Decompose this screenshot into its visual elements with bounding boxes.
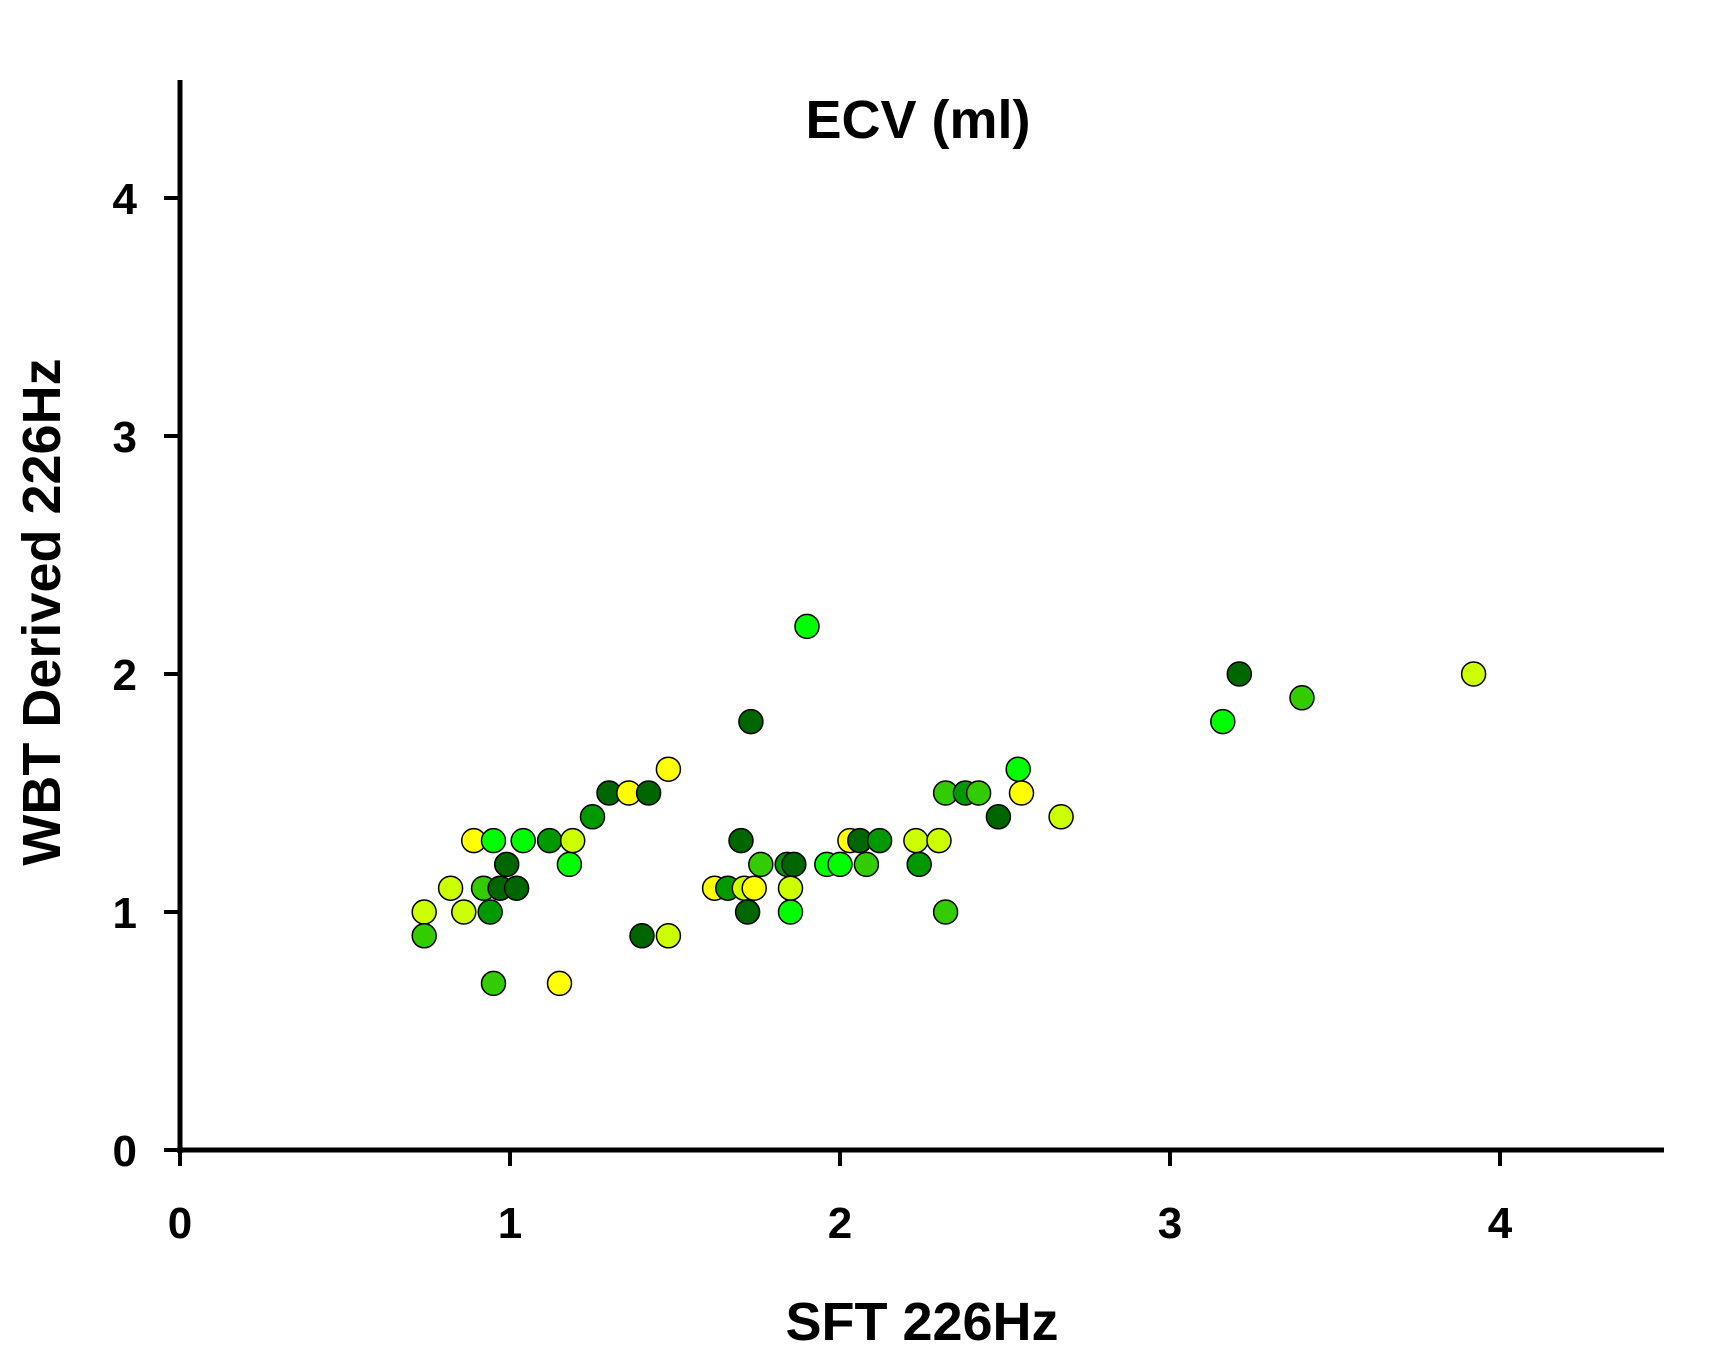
data-point [559, 827, 586, 854]
data-point [556, 851, 583, 878]
data-point [965, 780, 992, 806]
x-tick-label: 2 [828, 1199, 852, 1248]
data-point [1005, 756, 1031, 782]
data-point [738, 708, 764, 735]
data-point [480, 970, 507, 997]
data-point [1048, 804, 1074, 830]
data-point [777, 875, 804, 901]
data-point [493, 851, 520, 878]
data-point [1289, 685, 1315, 711]
data-point [503, 875, 530, 901]
data-point [510, 827, 536, 854]
data-point [985, 804, 1012, 830]
data-point [781, 851, 807, 878]
data-point [926, 827, 952, 854]
data-point [906, 851, 932, 878]
y-tick-label: 4 [113, 175, 138, 224]
data-point [741, 875, 767, 901]
y-tick-label: 0 [113, 1127, 137, 1176]
data-point [579, 804, 606, 830]
data-point [777, 899, 804, 925]
data-point [1008, 780, 1035, 806]
data-point [437, 875, 464, 901]
x-tick-label: 0 [168, 1199, 192, 1248]
data-point [655, 923, 682, 949]
ticks-layer: 0 1 2 3 4 0 1 2 3 4 [113, 175, 1513, 1248]
data-point [932, 899, 959, 925]
data-point [1460, 661, 1487, 687]
data-point [866, 827, 893, 854]
x-axis-title: SFT 226Hz [785, 1292, 1058, 1352]
points-layer [411, 613, 1487, 997]
y-tick-label: 1 [113, 889, 137, 938]
data-point [734, 899, 761, 925]
data-point [1210, 708, 1236, 735]
data-point [1226, 661, 1253, 687]
chart-title: ECV (ml) [805, 90, 1030, 150]
data-point [546, 970, 573, 997]
x-tick-label: 3 [1158, 1199, 1182, 1248]
data-point [794, 613, 820, 640]
data-point [635, 780, 662, 806]
data-point [480, 827, 507, 854]
data-point [411, 923, 437, 949]
x-tick-label: 1 [498, 1199, 522, 1248]
data-point [903, 827, 929, 854]
data-point [748, 851, 774, 878]
y-tick-label: 3 [113, 413, 137, 462]
data-point [853, 851, 880, 878]
data-point [411, 899, 437, 925]
x-tick-label: 4 [1488, 1199, 1513, 1248]
y-axis-title: WBT Derived 226Hz [12, 358, 72, 865]
data-point [827, 851, 853, 878]
data-point [477, 899, 503, 925]
data-point [728, 827, 754, 854]
data-point [655, 756, 682, 782]
y-tick-label: 2 [113, 651, 137, 700]
data-point [451, 899, 477, 925]
data-point [536, 827, 563, 854]
data-point [629, 923, 655, 949]
